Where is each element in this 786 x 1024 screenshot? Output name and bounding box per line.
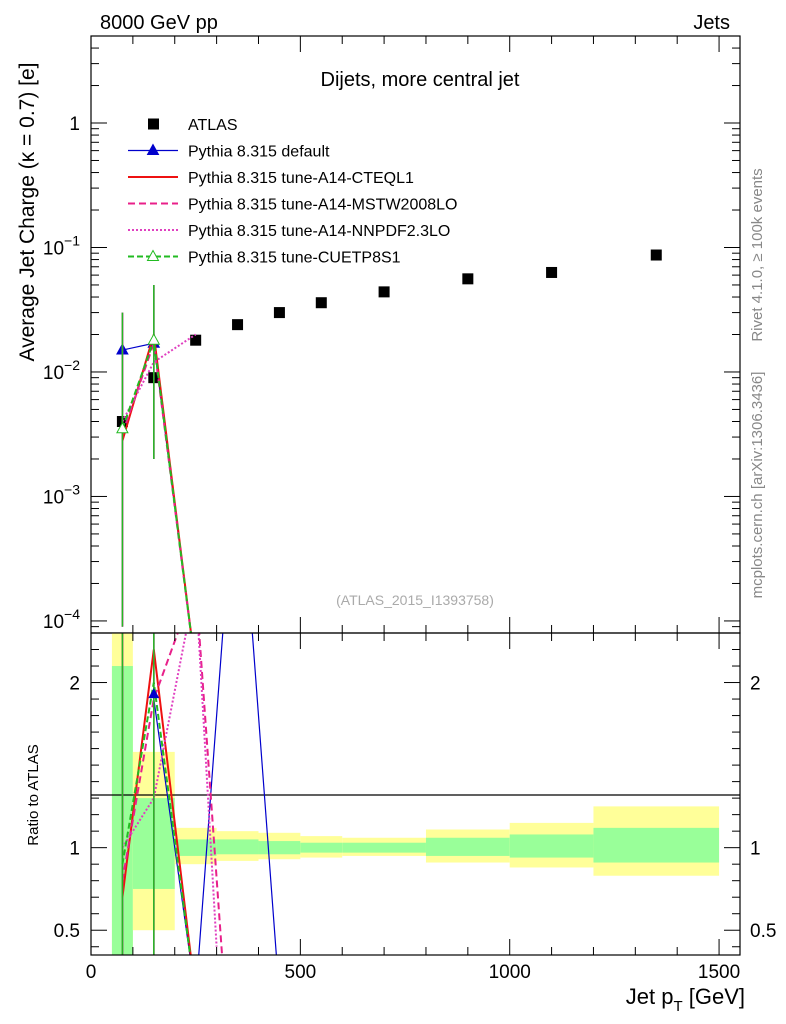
legend-cuetp-label: Pythia 8.315 tune-CUETP8S1: [188, 250, 401, 267]
ratio-y-axis-label: Ratio to ATLAS: [25, 744, 42, 845]
legend-atlas-swatch: [148, 118, 159, 130]
legend-cuetp-marker: [146, 249, 160, 261]
cuetp-marker: [147, 333, 161, 345]
ratio-inner-band: [342, 842, 426, 853]
x-tick-label: 500: [285, 962, 317, 983]
atlas-data-point: [315, 297, 327, 309]
rivet-version-label: Rivet 4.1.0, ≥ 100k events: [749, 168, 766, 341]
atlas-data-point: [650, 249, 662, 261]
cuetp-line: [121, 339, 192, 633]
main-y-tick-label: 10−2: [43, 357, 80, 384]
legend-nnpdf-label: Pythia 8.315 tune-A14-NNPDF2.3LO: [188, 223, 450, 240]
ratio-y-tick-label-right: 1: [750, 839, 761, 860]
ratio-inner-band: [300, 842, 343, 853]
source-reference-label: mcplots.cern.ch [arXiv:1306.3436]: [749, 372, 766, 599]
ratio-inner-band: [425, 837, 510, 856]
legend-atlas-label: ATLAS: [188, 117, 238, 134]
atlas-data-point: [273, 307, 285, 319]
ratio-series-layer: [121, 633, 277, 955]
main-panel: 10−4 10−3 10−2 10−1 1 Dijets, more central j…: [16, 35, 741, 634]
ratio-y-tick-label-right: 2: [750, 674, 761, 695]
atlas-data-point: [378, 286, 390, 298]
category-label: Jets: [693, 12, 730, 34]
ratio-inner-band: [216, 839, 259, 855]
chart-title: Dijets, more central jet: [321, 69, 520, 91]
ratio-inner-band: [593, 827, 720, 863]
ratio-y-tick-label: 1: [69, 839, 80, 860]
ratio-inner-band: [509, 834, 594, 858]
cuetp-marker: [116, 421, 129, 434]
main-y-tick-label: 10−1: [43, 232, 80, 259]
main-axis-ticks: 10−4 10−3 10−2 10−1 1: [43, 35, 740, 634]
main-y-axis-label: Average Jet Charge (κ = 0.7) [e]: [16, 62, 39, 361]
legend-default-marker: [146, 143, 160, 155]
ratio-inner-band: [258, 841, 301, 855]
legend-cteql1-label: Pythia 8.315 tune-A14-CTEQL1: [188, 170, 414, 187]
ratio-y-tick-label: 2: [69, 674, 80, 695]
energy-label: 8000 GeV pp: [100, 12, 218, 34]
main-y-tick-label: 1: [69, 114, 80, 135]
legend-default-label: Pythia 8.315 default: [188, 144, 330, 161]
x-tick-label: 1500: [698, 962, 740, 983]
x-axis-tick-labels: 0 500 1000 1500: [86, 962, 740, 983]
legend: ATLAS Pythia 8.315 default Pythia 8.315 tu…: [128, 117, 457, 267]
x-tick-label: 1000: [489, 962, 531, 983]
x-tick-label: 0: [86, 962, 97, 983]
ratio-y-tick-label: 0.5: [54, 921, 80, 942]
ratio-frame: [90, 632, 741, 956]
ratio-panel: 0.5 0.5 1 1 2 2 Ratio to ATLAS 0 500 1000 1500 J…: [25, 632, 776, 1015]
ratio-default-line: [153, 633, 277, 955]
x-axis-label: Jet pT [GeV]: [626, 984, 745, 1015]
atlas-data-point: [232, 319, 244, 331]
ratio-nnpdf-line: [121, 633, 218, 947]
legend-mstw-label: Pythia 8.315 tune-A14-MSTW2008LO: [188, 197, 457, 214]
default-line: [122, 342, 192, 633]
main-y-tick-label: 10−4: [43, 606, 80, 633]
analysis-watermark: (ATLAS_2015_I1393758): [336, 592, 494, 608]
mstw-line: [121, 342, 192, 633]
main-series-layer: [116, 249, 662, 633]
ratio-mstw-line: [121, 633, 224, 955]
ratio-y-tick-label-right: 0.5: [750, 921, 776, 942]
ratio-default-marker: [148, 688, 160, 699]
atlas-data-point: [546, 266, 558, 278]
atlas-data-point: [190, 334, 202, 346]
main-y-tick-label: 10−3: [43, 481, 80, 508]
nnpdf-line: [121, 333, 197, 422]
atlas-data-point: [462, 273, 474, 285]
